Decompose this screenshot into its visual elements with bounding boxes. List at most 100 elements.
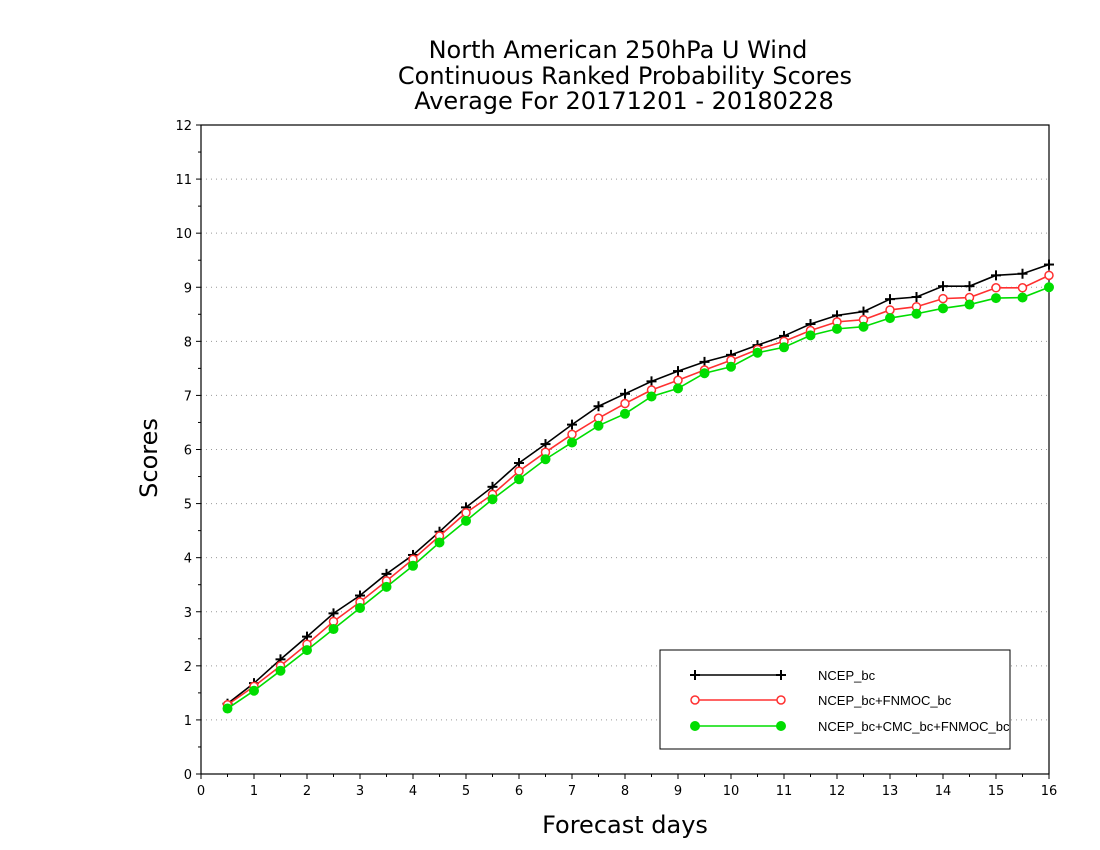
data-point-ncep-bc-cmc-bc-fnmoc-bc [249,685,259,696]
x-tick-label-8: 8 [621,784,629,799]
series-ncep-bc-fnmoc-bc [222,270,1054,710]
y-tick-label-6: 6 [184,444,192,459]
data-point-ncep-bc [911,291,922,302]
data-point-ncep-bc-cmc-bc-fnmoc-bc [1017,292,1028,303]
data-point-ncep-bc [699,356,710,367]
data-point-ncep-bc-cmc-bc-fnmoc-bc [885,313,895,324]
data-point-ncep-bc-cmc-bc-fnmoc-bc [434,537,445,548]
title-line-3: Average For 20171201 - 20180228 [414,87,834,115]
legend: NCEP_bc NCEP_bc+FNMOC_bc NCEP_bc+CMC_bc+FN… [659,649,1011,750]
x-tick-label-13: 13 [882,784,899,799]
data-point-ncep-bc [328,608,339,619]
series-ncep-bc-cmc-bc-fnmoc-bc [222,282,1054,714]
y-tick-label-9: 9 [184,281,192,296]
data-point-ncep-bc-fnmoc-bc [991,283,1001,293]
chart-title: North American 250hPa U Wind Continuous … [398,36,852,115]
data-point-ncep-bc [593,401,604,412]
title-line-1: North American 250hPa U Wind [429,36,808,64]
legend-marker-ncep-bc [776,670,786,680]
data-point-ncep-bc-cmc-bc-fnmoc-bc [964,299,975,310]
data-point-ncep-bc-fnmoc-bc [885,305,895,315]
legend-entry-ncep-bc-cmc-bc-fnmoc-bc: NCEP_bc+CMC_bc+FNMOC_bc [690,719,1010,734]
title-line-2: Continuous Ranked Probability Scores [398,62,852,90]
y-tick-label-4: 4 [184,552,192,567]
data-point-ncep-bc-cmc-bc-fnmoc-bc [911,308,922,319]
legend-label-ncep-bc: NCEP_bc [818,668,876,683]
data-point-ncep-bc [514,458,524,469]
data-point-ncep-bc [567,419,577,430]
x-tick-label-16: 16 [1041,784,1058,799]
legend-label-ncep-bc-fnmoc-bc: NCEP_bc+FNMOC_bc [818,693,952,708]
series-ncep-bc [222,259,1054,709]
data-point-ncep-bc-cmc-bc-fnmoc-bc [275,665,286,676]
data-point-ncep-bc [885,294,895,305]
legend-marker-ncep-bc-fnmoc-bc [690,695,700,705]
data-point-ncep-bc-cmc-bc-fnmoc-bc [620,408,630,419]
x-axis-label: Forecast days [542,811,708,839]
legend-label-ncep-bc-cmc-bc-fnmoc-bc: NCEP_bc+CMC_bc+FNMOC_bc [818,719,1010,734]
data-point-ncep-bc-cmc-bc-fnmoc-bc [938,303,948,314]
data-point-ncep-bc-cmc-bc-fnmoc-bc [355,602,365,613]
data-point-ncep-bc-cmc-bc-fnmoc-bc [726,361,736,372]
data-point-ncep-bc [620,388,630,399]
x-axis-ticks: 0 1 2 3 4 5 6 7 8 9 10 11 12 13 14 15 16 [197,774,1057,799]
y-tick-label-7: 7 [184,389,192,404]
plot-frame [200,124,1050,775]
data-point-ncep-bc [1017,268,1028,279]
data-point-ncep-bc-cmc-bc-fnmoc-bc [1044,282,1054,293]
y-axis-label: Scores [135,418,163,498]
data-point-ncep-bc-cmc-bc-fnmoc-bc [540,454,551,465]
x-tick-label-10: 10 [723,784,740,799]
y-tick-label-12: 12 [175,119,192,134]
data-point-ncep-bc-cmc-bc-fnmoc-bc [673,383,683,394]
series-layer [222,259,1054,714]
data-point-ncep-bc-cmc-bc-fnmoc-bc [302,645,312,656]
series-line-ncep-bc [227,263,1050,705]
x-tick-label-3: 3 [356,784,364,799]
x-tick-label-1: 1 [250,784,258,799]
legend-marker-ncep-bc-cmc-bc-fnmoc-bc [776,721,786,731]
data-point-ncep-bc [540,439,551,450]
data-point-ncep-bc-cmc-bc-fnmoc-bc [514,474,524,485]
y-tick-label-3: 3 [184,606,192,621]
data-point-ncep-bc-cmc-bc-fnmoc-bc [567,437,577,448]
data-point-ncep-bc-cmc-bc-fnmoc-bc [752,347,763,358]
data-point-ncep-bc-cmc-bc-fnmoc-bc [461,515,471,526]
x-tick-label-6: 6 [515,784,523,799]
data-point-ncep-bc-cmc-bc-fnmoc-bc [991,293,1001,304]
data-point-ncep-bc-cmc-bc-fnmoc-bc [805,330,816,341]
data-point-ncep-bc-fnmoc-bc [567,429,577,440]
data-point-ncep-bc-cmc-bc-fnmoc-bc [779,342,789,353]
y-tick-label-2: 2 [184,660,192,675]
y-tick-label-5: 5 [184,498,192,513]
legend-entry-ncep-bc-fnmoc-bc: NCEP_bc+FNMOC_bc [690,693,952,708]
x-tick-label-11: 11 [776,784,793,799]
data-point-ncep-bc-cmc-bc-fnmoc-bc [487,494,498,505]
legend-entry-ncep-bc: NCEP_bc [690,668,876,683]
legend-marker-ncep-bc-fnmoc-bc [776,695,786,705]
data-point-ncep-bc-fnmoc-bc [1044,270,1054,281]
y-tick-label-11: 11 [175,173,192,188]
x-tick-label-15: 15 [988,784,1005,799]
data-point-ncep-bc [991,270,1001,281]
x-tick-label-0: 0 [197,784,205,799]
data-point-ncep-bc [646,376,657,387]
data-point-ncep-bc-fnmoc-bc [938,293,948,304]
data-point-ncep-bc-fnmoc-bc [461,508,471,518]
x-tick-label-2: 2 [303,784,311,799]
x-tick-label-5: 5 [462,784,470,799]
data-point-ncep-bc [964,281,975,292]
data-point-ncep-bc-cmc-bc-fnmoc-bc [408,560,418,571]
data-point-ncep-bc-fnmoc-bc [673,375,683,386]
x-tick-label-4: 4 [409,784,417,799]
x-tick-label-14: 14 [935,784,952,799]
series-line-ncep-bc-fnmoc-bc [227,274,1050,706]
data-point-ncep-bc-cmc-bc-fnmoc-bc [328,624,339,635]
x-tick-label-9: 9 [674,784,682,799]
data-point-ncep-bc-cmc-bc-fnmoc-bc [381,581,392,592]
data-point-ncep-bc [858,306,869,317]
x-tick-label-7: 7 [568,784,576,799]
data-point-ncep-bc-fnmoc-bc [620,398,630,409]
